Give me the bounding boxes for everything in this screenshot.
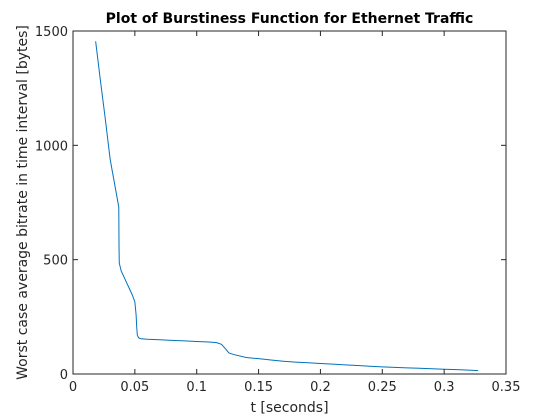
x-axis-ticks: 0 0.05 0.1 0.15 0.2 0.25 0.3 0.35 [69,31,521,395]
y-tick-label: 1000 [35,139,68,154]
plot-area: 0 0.05 0.1 0.15 0.2 0.25 0.3 0.35 0 500 1000 1500 [35,25,521,395]
x-tick-label: 0.1 [186,380,207,395]
axes-box [72,30,507,375]
x-tick-label: 0.2 [310,380,331,395]
x-axis-label: t [seconds] [250,400,328,416]
chart-title: Plot of Burstiness Function for Ethernet… [106,11,474,27]
x-tick-label: 0.25 [368,380,397,395]
x-tick-label: 0.3 [434,380,455,395]
y-axis-label: Worst case average bitrate in time inter… [15,25,31,380]
x-tick-label: 0.35 [492,380,521,395]
axes-background [73,31,506,374]
y-tick-label: 500 [43,254,68,269]
x-tick-label: 0 [69,380,77,395]
y-axis-ticks: 0 500 1000 1500 [35,25,506,383]
series-line-1 [95,41,479,372]
y-tick-label: 0 [60,368,68,383]
axes-frame [72,30,507,375]
series-layer [95,41,479,372]
x-tick-label: 0.05 [120,380,149,395]
x-tick-label: 0.15 [244,380,273,395]
y-tick-label: 1500 [35,25,68,40]
